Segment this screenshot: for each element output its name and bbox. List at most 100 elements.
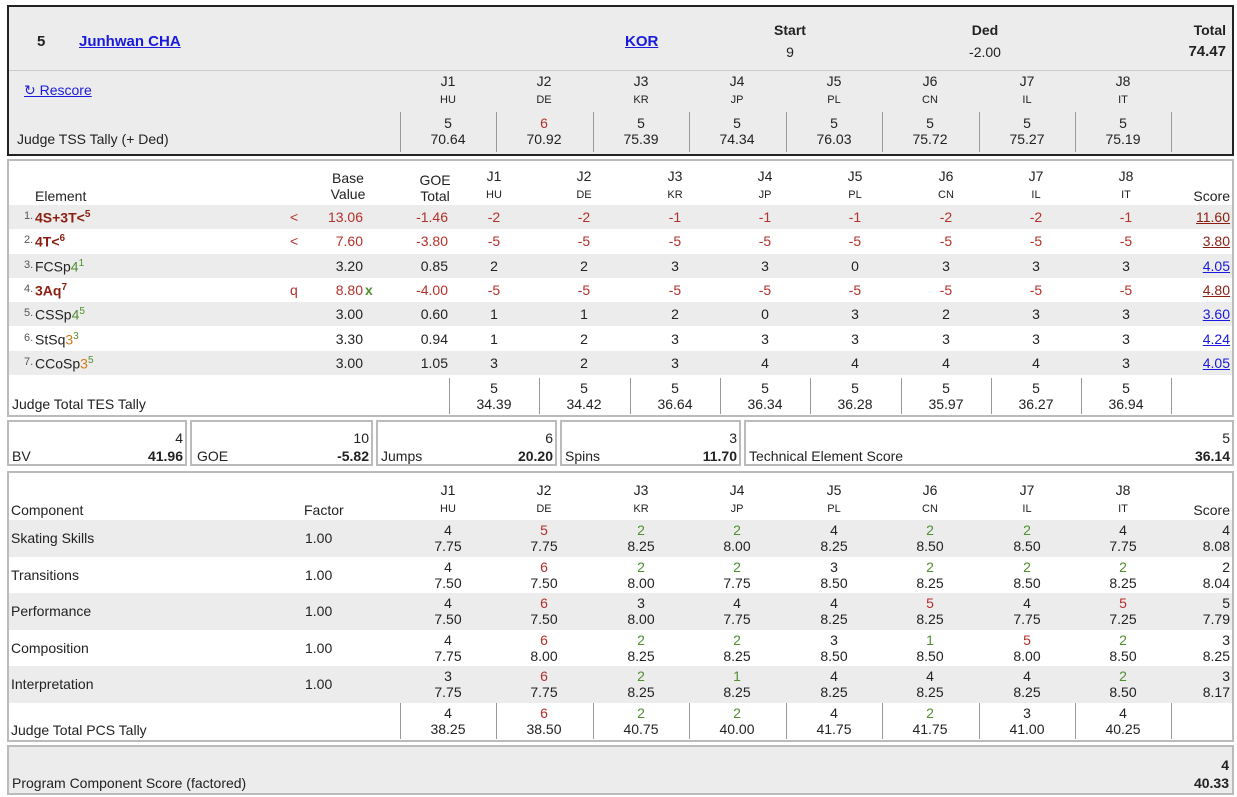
judge-country-2: DE — [536, 94, 552, 106]
component-judge-rank: 2 — [1023, 522, 1031, 538]
element-number: 2. — [24, 234, 34, 246]
element-name: 4S+3T<5 — [35, 209, 90, 226]
tally-separator — [991, 378, 992, 414]
element-judge-id-5: J5 — [847, 168, 863, 184]
element-name: CSSp45 — [35, 306, 85, 323]
element-judge-mark: -5 — [668, 233, 682, 249]
goe-label: GOE — [197, 448, 229, 464]
component-judge-mark: 7.75 — [434, 684, 462, 700]
tally-separator — [882, 703, 883, 739]
element-score-link[interactable]: 4.80 — [1202, 282, 1230, 298]
element-flag: < — [290, 209, 299, 225]
element-score-link[interactable]: 11.60 — [1196, 209, 1230, 225]
element-judge-mark: 3 — [1122, 306, 1130, 322]
tes-box: 5 Technical Element Score 36.14 — [744, 420, 1234, 466]
tes-label: Technical Element Score — [749, 448, 904, 464]
element-judge-country-8: IT — [1121, 189, 1131, 201]
element-name: 3Aq7 — [35, 282, 67, 299]
component-judge-mark: 8.00 — [1013, 648, 1041, 664]
component-rank: 3 — [1222, 668, 1230, 684]
element-judge-country-5: PL — [848, 189, 862, 201]
element-judge-mark: 3 — [671, 258, 679, 274]
element-judge-mark: 2 — [671, 306, 679, 322]
element-judge-mark: -5 — [577, 233, 591, 249]
element-goe: 0.60 — [420, 306, 448, 322]
component-score: 8.25 — [1202, 648, 1230, 664]
element-header: Element — [35, 188, 87, 204]
tss-tally-score: 70.64 — [430, 131, 466, 147]
component-judge-rank: 2 — [1119, 668, 1127, 684]
element-judge-mark: -5 — [1119, 282, 1133, 298]
component-judge-id-2: J2 — [536, 482, 552, 498]
element-score-link[interactable]: 3.60 — [1202, 306, 1230, 322]
goe-header-1: GOE — [419, 172, 451, 188]
element-judge-mark: -5 — [487, 282, 501, 298]
element-score-link[interactable]: 4.05 — [1202, 355, 1230, 371]
element-base-value: 3.00 — [335, 355, 363, 371]
pcs-tally-score: 40.25 — [1105, 721, 1141, 737]
component-judge-rank: 1 — [926, 632, 934, 648]
element-judge-mark: 3 — [1122, 258, 1130, 274]
component-judge-mark: 8.50 — [820, 575, 848, 591]
element-judge-mark: -2 — [577, 209, 591, 225]
element-score-header: Score — [1193, 188, 1230, 204]
element-judge-country-4: JP — [758, 189, 772, 201]
element-judge-mark: 4 — [1032, 355, 1040, 371]
element-flag: q — [290, 282, 298, 298]
component-score-header: Score — [1193, 502, 1230, 518]
component-judge-mark: 8.25 — [1013, 684, 1041, 700]
judge-country-5: PL — [827, 94, 841, 106]
tally-separator — [901, 378, 902, 414]
element-number: 4. — [24, 283, 34, 295]
component-score: 7.79 — [1202, 611, 1230, 627]
judge-id-6: J6 — [922, 73, 938, 89]
element-score-link[interactable]: 3.80 — [1202, 233, 1230, 249]
skater-name-link[interactable]: Junhwan CHA — [79, 33, 181, 50]
judge-id-1: J1 — [440, 73, 456, 89]
tes-tally-score: 34.39 — [476, 396, 512, 412]
element-judge-mark: 0 — [761, 306, 769, 322]
element-number: 3. — [24, 259, 34, 271]
component-row-bg — [9, 593, 1232, 630]
elements-panel — [7, 159, 1234, 417]
component-judge-rank: 4 — [830, 595, 838, 611]
spins-box: 3 Spins 11.70 — [560, 420, 741, 466]
component-judge-mark: 7.50 — [530, 575, 558, 591]
element-judge-mark: -2 — [1029, 209, 1043, 225]
component-judge-rank: 4 — [733, 595, 741, 611]
judge-country-4: JP — [730, 94, 744, 106]
element-code: FCSp — [35, 258, 71, 275]
judge-id-7: J7 — [1019, 73, 1035, 89]
tes-tally-rank: 5 — [1032, 380, 1040, 396]
rescore-link[interactable]: ↻ Rescore — [24, 82, 92, 98]
tally-separator — [689, 112, 690, 152]
ded-value: -2.00 — [969, 44, 1001, 60]
element-judge-mark: -1 — [848, 209, 862, 225]
element-score-link[interactable]: 4.05 — [1202, 258, 1230, 274]
component-judge-rank: 5 — [1119, 595, 1127, 611]
tally-separator — [1075, 112, 1076, 152]
element-judge-id-4: J4 — [757, 168, 773, 184]
components-panel — [7, 471, 1234, 742]
component-judge-rank: 4 — [444, 632, 452, 648]
element-judge-id-6: J6 — [938, 168, 954, 184]
component-judge-country-2: DE — [536, 503, 552, 515]
component-judge-country-4: JP — [730, 503, 744, 515]
element-score-link[interactable]: 4.24 — [1202, 331, 1230, 347]
element-level: 4 — [70, 258, 79, 275]
element-number: 6. — [24, 332, 34, 344]
element-judge-country-6: CN — [938, 189, 954, 201]
component-name: Interpretation — [11, 676, 94, 692]
element-judge-mark: -5 — [1029, 282, 1043, 298]
component-score: 8.17 — [1202, 684, 1230, 700]
pcs-tally-rank: 4 — [830, 705, 838, 721]
nation-link[interactable]: KOR — [625, 33, 659, 50]
component-factor: 1.00 — [305, 640, 333, 656]
element-judge-mark: -5 — [848, 282, 862, 298]
goe-rank: 10 — [353, 430, 369, 446]
tally-separator — [786, 112, 787, 152]
tally-separator — [630, 378, 631, 414]
element-judge-mark: -5 — [939, 282, 953, 298]
component-rank: 3 — [1222, 632, 1230, 648]
element-judge-mark: 1 — [490, 306, 498, 322]
